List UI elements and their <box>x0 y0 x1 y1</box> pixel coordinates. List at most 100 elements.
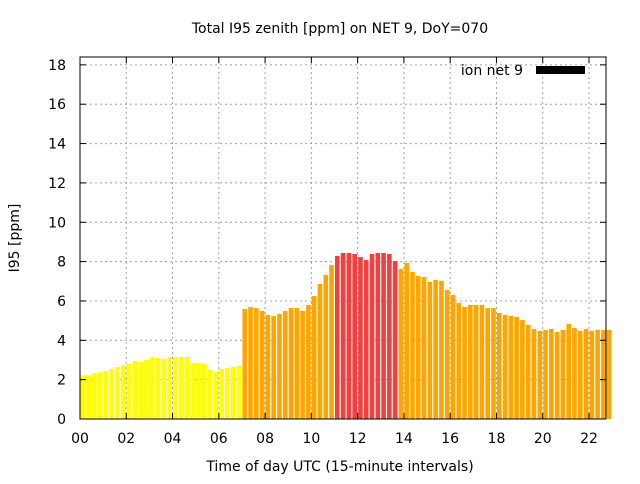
y-tick-label: 2 <box>57 373 66 389</box>
bar <box>520 320 525 419</box>
bar <box>462 306 467 419</box>
bar <box>381 252 386 419</box>
bar <box>219 368 224 419</box>
bar <box>468 304 473 419</box>
bar <box>173 357 178 419</box>
bar <box>525 324 531 419</box>
bar <box>606 329 612 419</box>
bar <box>392 261 398 419</box>
x-tick-label: 22 <box>580 431 598 447</box>
bar <box>155 358 161 419</box>
x-tick-label: 16 <box>441 431 459 447</box>
bar <box>288 308 294 419</box>
bar <box>230 366 236 419</box>
bar <box>178 357 184 419</box>
bar <box>369 253 375 419</box>
bar <box>323 274 329 419</box>
bar <box>404 262 410 419</box>
x-tick-label: 20 <box>534 431 552 447</box>
bar <box>427 281 433 419</box>
bar <box>537 330 543 419</box>
bar <box>242 309 248 419</box>
bar <box>335 255 340 419</box>
bar <box>566 323 571 419</box>
bar <box>577 330 583 419</box>
bar <box>120 364 126 419</box>
bar <box>300 310 305 419</box>
bar <box>144 359 149 419</box>
bar <box>201 363 207 419</box>
bar <box>358 257 363 419</box>
bar <box>595 329 600 419</box>
bar <box>184 357 190 419</box>
bar <box>126 363 132 419</box>
y-tick-label: 18 <box>48 58 66 74</box>
legend-swatch <box>536 66 585 74</box>
x-tick-label: 14 <box>395 431 413 447</box>
y-tick-label: 12 <box>48 176 66 192</box>
x-tick-label: 02 <box>117 431 135 447</box>
bar <box>311 296 317 419</box>
bar <box>213 371 219 419</box>
bar <box>97 371 103 419</box>
bar <box>80 375 86 419</box>
y-tick-label: 14 <box>48 137 66 153</box>
y-tick-label: 16 <box>48 97 66 113</box>
grid <box>80 57 606 419</box>
bar <box>317 284 323 419</box>
bar <box>161 358 167 419</box>
plot-frame <box>79 56 607 420</box>
bar <box>589 330 595 419</box>
bar <box>329 264 334 419</box>
bar <box>259 310 265 419</box>
y-tick-label: 10 <box>48 215 66 231</box>
bar <box>549 328 554 419</box>
bar <box>375 252 381 419</box>
bar <box>115 366 120 419</box>
bar <box>485 308 491 419</box>
x-tick-label: 10 <box>302 431 320 447</box>
bar <box>479 304 485 419</box>
bar <box>207 370 213 419</box>
y-axis-label: I95 [ppm] <box>7 204 23 273</box>
x-tick-label: 00 <box>71 431 89 447</box>
bar <box>149 357 155 419</box>
bar <box>398 268 404 419</box>
bar <box>92 373 97 419</box>
bar <box>138 361 143 419</box>
legend: ion net 9 <box>461 63 585 79</box>
bar <box>543 329 548 419</box>
bar <box>554 332 560 419</box>
bar <box>456 302 462 419</box>
bar <box>387 253 392 419</box>
bar <box>236 365 242 419</box>
x-axis-label: Time of day UTC (15-minute intervals) <box>205 459 473 475</box>
bar <box>560 329 566 419</box>
bar <box>190 362 196 419</box>
bar <box>363 260 369 419</box>
x-tick-label: 12 <box>349 431 367 447</box>
bar <box>109 368 115 419</box>
bar <box>415 275 421 419</box>
bar <box>225 368 230 419</box>
bar <box>277 313 282 419</box>
legend-label: ion net 9 <box>461 63 523 79</box>
bar <box>572 327 577 419</box>
bar <box>248 307 253 419</box>
bar <box>196 362 201 419</box>
bar <box>421 276 427 419</box>
bar <box>346 252 352 419</box>
bars <box>80 252 612 419</box>
bar <box>271 315 277 419</box>
y-tick-label: 0 <box>57 412 66 428</box>
y-tick-label: 6 <box>57 294 66 310</box>
bar <box>583 328 589 419</box>
x-tick-label: 04 <box>164 431 182 447</box>
bar <box>103 370 109 419</box>
chart-title: Total I95 zenith [ppm] on NET 9, DoY=070 <box>191 21 488 37</box>
bar <box>167 357 172 419</box>
bar <box>410 272 415 419</box>
bar <box>282 310 288 419</box>
bar <box>86 375 91 419</box>
bar <box>601 329 606 419</box>
